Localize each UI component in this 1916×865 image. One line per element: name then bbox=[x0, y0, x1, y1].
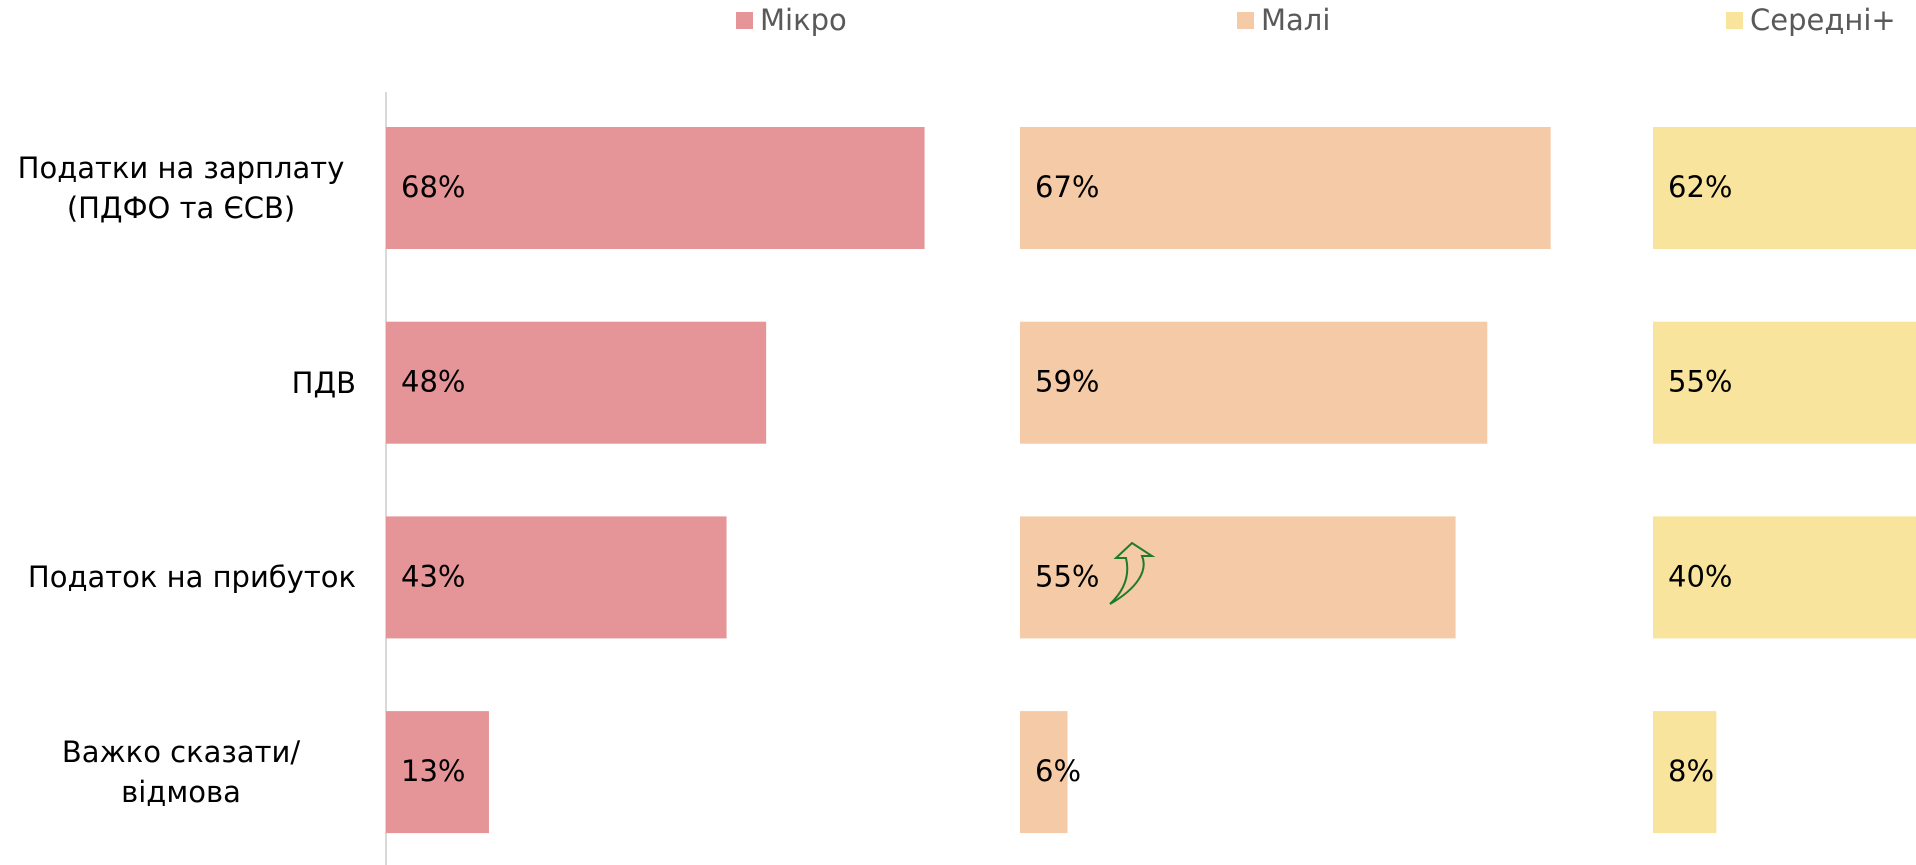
bar bbox=[386, 127, 925, 249]
value-label: 40% bbox=[1668, 559, 1732, 593]
value-label: 68% bbox=[401, 170, 465, 204]
value-label: 62% bbox=[1668, 170, 1732, 204]
value-label: 55% bbox=[1668, 365, 1732, 399]
category-label-box: Податки на зарплату (ПДФО та ЄСВ) bbox=[6, 127, 356, 249]
category-label-box: ПДВ bbox=[6, 322, 356, 444]
category-label: Податки на зарплату (ПДФО та ЄСВ) bbox=[17, 151, 345, 225]
value-label: 8% bbox=[1668, 754, 1714, 788]
category-label-box: Податок на прибуток bbox=[6, 516, 356, 638]
value-label: 48% bbox=[401, 365, 465, 399]
legend-swatch bbox=[736, 12, 753, 29]
bar bbox=[1653, 516, 1916, 639]
bar bbox=[386, 711, 489, 834]
legend-swatch bbox=[1237, 12, 1254, 29]
legend-label: Мікро bbox=[760, 3, 847, 37]
value-label: 13% bbox=[401, 754, 465, 788]
increase-arrow bbox=[1109, 541, 1156, 605]
bar bbox=[1020, 516, 1456, 639]
bar bbox=[386, 321, 767, 444]
bar bbox=[1653, 127, 1916, 249]
bar bbox=[1020, 127, 1551, 249]
category-label: Податок на прибуток bbox=[27, 560, 356, 595]
value-label: 6% bbox=[1035, 754, 1081, 788]
value-label: 55% bbox=[1035, 559, 1099, 593]
category-label-box: Важко сказати/відмова bbox=[6, 711, 356, 833]
category-label: Важко сказати/відмова bbox=[61, 735, 301, 810]
legend-label: Середні+ bbox=[1750, 3, 1896, 37]
value-label: 67% bbox=[1035, 170, 1099, 204]
bar bbox=[1020, 321, 1488, 444]
legend-swatch bbox=[1726, 12, 1743, 29]
value-label: 59% bbox=[1035, 365, 1099, 399]
bar bbox=[1653, 321, 1916, 444]
legend-label: Малі bbox=[1261, 3, 1330, 37]
bar bbox=[1020, 711, 1068, 834]
bar bbox=[386, 516, 727, 639]
bar bbox=[1653, 711, 1717, 834]
value-label: 43% bbox=[401, 559, 465, 593]
category-label: ПДВ bbox=[291, 365, 356, 400]
